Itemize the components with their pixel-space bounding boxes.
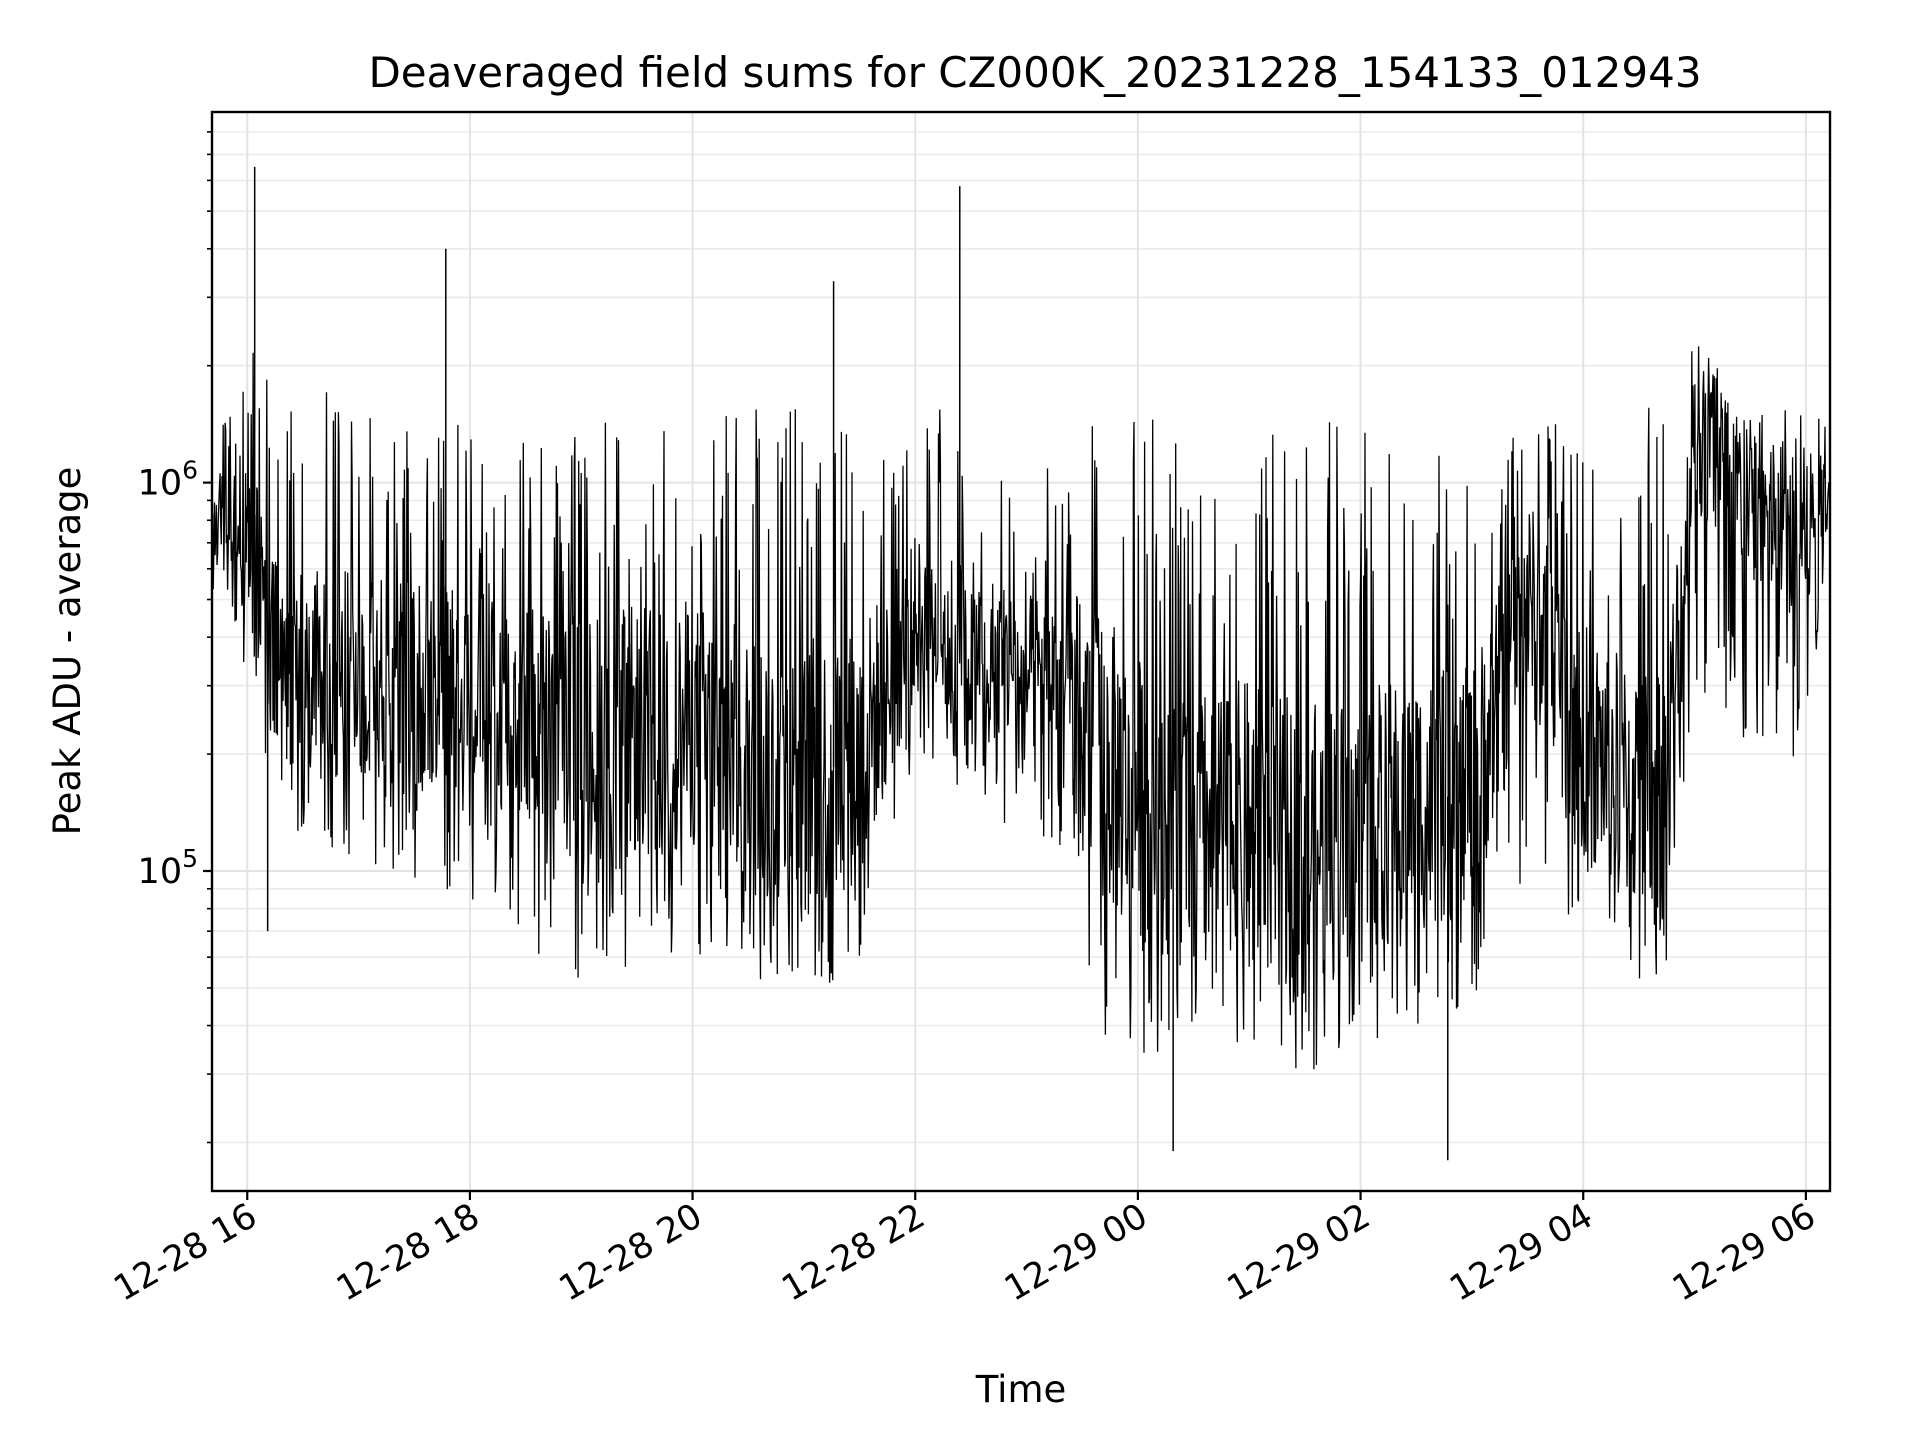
- y-tick-label: 106: [138, 456, 198, 504]
- x-tick-label: 12-29 04: [1443, 1196, 1599, 1309]
- x-axis-label: Time: [975, 1368, 1067, 1411]
- x-tick-label: 12-29 06: [1666, 1196, 1822, 1309]
- x-tick-label: 12-28 18: [330, 1196, 486, 1309]
- x-tick-label: 12-28 16: [107, 1196, 263, 1309]
- chart-title: Deaveraged field sums for CZ000K_2023122…: [368, 48, 1701, 97]
- data-series: [211, 166, 1831, 1161]
- y-axis-label: Peak ADU - average: [46, 467, 89, 836]
- grid: [212, 112, 1830, 1191]
- x-tick-label: 12-29 02: [1221, 1196, 1377, 1309]
- x-tick-label: 12-28 22: [775, 1196, 931, 1309]
- x-tick-label: 12-28 20: [553, 1196, 709, 1309]
- y-tick-label: 105: [138, 844, 198, 892]
- series-line: [211, 346, 1831, 1070]
- x-tick-label: 12-29 00: [998, 1196, 1154, 1309]
- plot-frame: [210, 110, 1832, 1193]
